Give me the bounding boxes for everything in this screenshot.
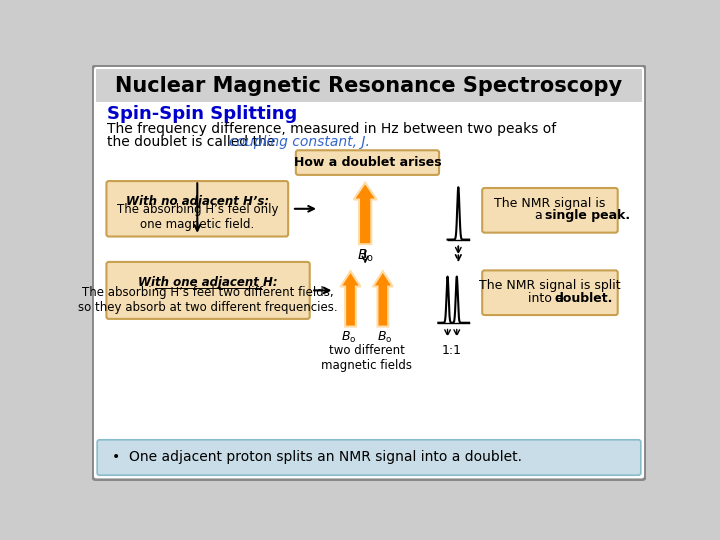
- FancyBboxPatch shape: [107, 262, 310, 319]
- Text: coupling constant, J.: coupling constant, J.: [229, 135, 370, 149]
- Text: a: a: [534, 209, 546, 222]
- Text: two different
magnetic fields: two different magnetic fields: [321, 343, 412, 372]
- Text: •  One adjacent proton splits an NMR signal into a doublet.: • One adjacent proton splits an NMR sign…: [112, 450, 522, 464]
- FancyBboxPatch shape: [296, 150, 439, 175]
- Text: $B_{\rm o}$: $B_{\rm o}$: [377, 330, 392, 345]
- Text: $B_{\rm o}$: $B_{\rm o}$: [356, 248, 374, 265]
- FancyBboxPatch shape: [93, 65, 645, 480]
- Text: With no adjacent H’s:: With no adjacent H’s:: [126, 195, 269, 208]
- Text: The absorbing H’s feel only
one magnetic field.: The absorbing H’s feel only one magnetic…: [117, 203, 278, 231]
- Text: $B_{\rm o}$: $B_{\rm o}$: [341, 330, 356, 345]
- Text: Nuclear Magnetic Resonance Spectroscopy: Nuclear Magnetic Resonance Spectroscopy: [115, 76, 623, 96]
- FancyBboxPatch shape: [96, 70, 642, 102]
- Text: The frequency difference, measured in Hz between two peaks of: The frequency difference, measured in Hz…: [107, 123, 557, 137]
- FancyBboxPatch shape: [482, 271, 618, 315]
- Text: the doublet is called the: the doublet is called the: [107, 135, 280, 149]
- FancyArrow shape: [373, 271, 393, 327]
- Text: into a: into a: [528, 292, 568, 305]
- FancyBboxPatch shape: [97, 440, 641, 475]
- Text: Spin-Spin Splitting: Spin-Spin Splitting: [107, 105, 297, 123]
- Text: The NMR signal is: The NMR signal is: [494, 197, 606, 210]
- Text: The NMR signal is split: The NMR signal is split: [479, 279, 621, 292]
- FancyArrow shape: [354, 183, 377, 244]
- Text: doublet.: doublet.: [554, 292, 613, 305]
- Text: The absorbing H’s feel two different fields,
so they absorb at two different fre: The absorbing H’s feel two different fie…: [78, 286, 338, 314]
- Text: How a doublet arises: How a doublet arises: [294, 156, 441, 169]
- FancyBboxPatch shape: [107, 181, 288, 237]
- Text: single peak.: single peak.: [545, 209, 631, 222]
- Text: 1:1: 1:1: [442, 343, 462, 356]
- Text: With one adjacent H:: With one adjacent H:: [138, 276, 278, 289]
- FancyArrow shape: [341, 271, 361, 327]
- FancyBboxPatch shape: [482, 188, 618, 233]
